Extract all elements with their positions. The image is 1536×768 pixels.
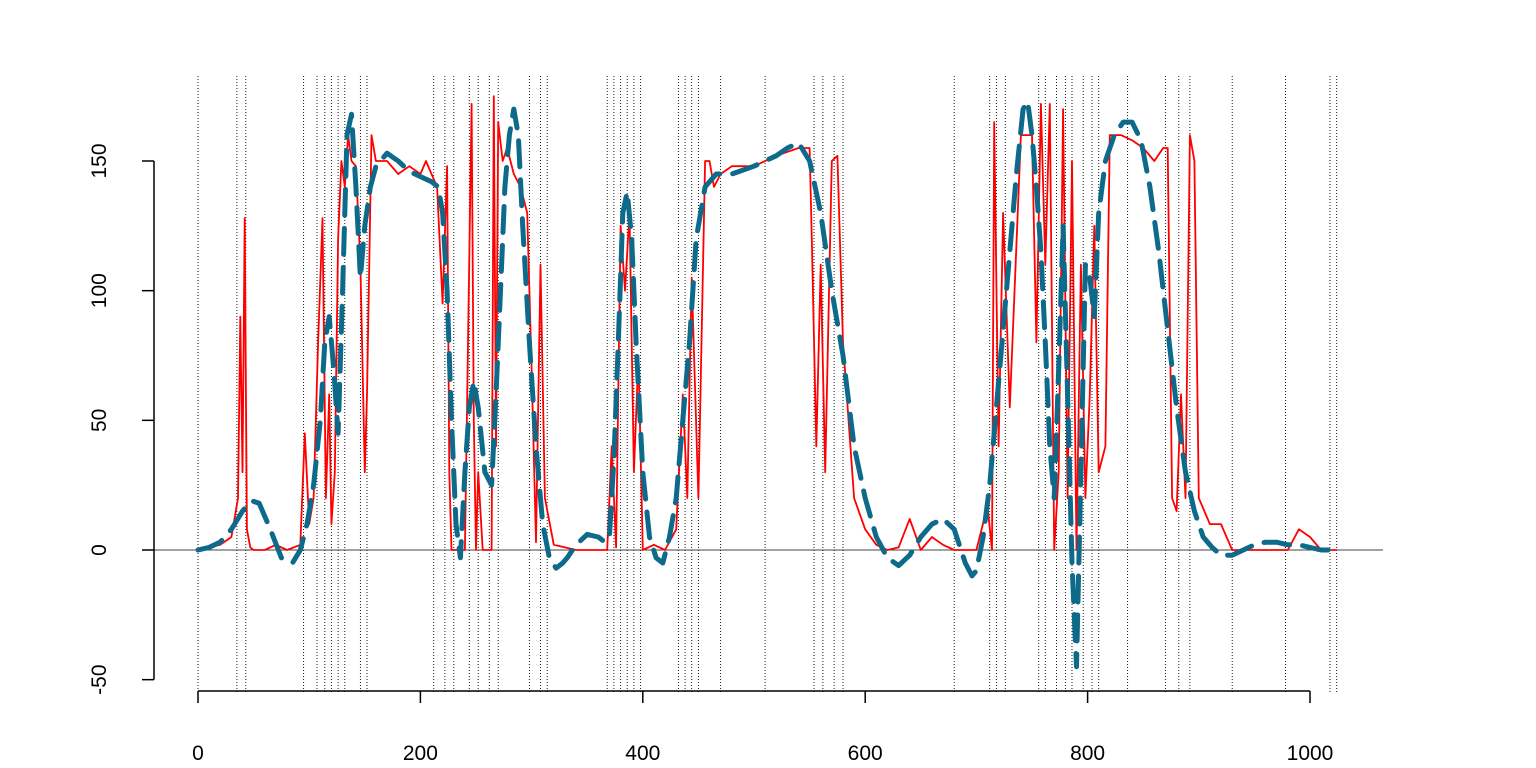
series-line-dashed — [198, 101, 1337, 666]
y-tick-label: 150 — [88, 143, 111, 178]
series-layer — [198, 96, 1337, 667]
y-tick-label: 0 — [88, 544, 111, 556]
x-tick-label: 800 — [1070, 742, 1105, 765]
x-tick-label: 0 — [192, 742, 204, 765]
vertical-marker-lines — [198, 76, 1337, 692]
x-tick-label: 600 — [848, 742, 883, 765]
x-tick-label: 1000 — [1287, 742, 1334, 765]
y-tick-label: 100 — [88, 273, 111, 308]
y-tick-label: 50 — [88, 409, 111, 432]
x-tick-label: 400 — [625, 742, 660, 765]
x-tick-label: 200 — [403, 742, 438, 765]
y-axis: -50 0 50 100 150 — [88, 143, 154, 694]
y-tick-label: -50 — [88, 664, 111, 694]
x-axis: 0 200 400 600 800 1000 — [192, 691, 1333, 765]
